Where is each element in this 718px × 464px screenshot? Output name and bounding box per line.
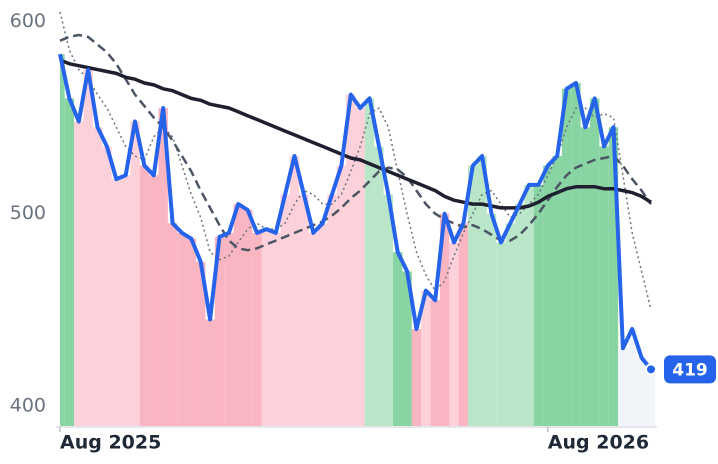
area-column [533,184,544,427]
area-column [83,69,93,428]
area-column [186,238,197,427]
line-series [59,58,652,210]
area-column [167,223,178,427]
area-column [505,223,515,427]
area-column [233,204,243,427]
area-column [599,146,609,427]
area-column [280,194,290,427]
area-column [130,121,140,427]
area-column [336,165,347,428]
area-column [618,348,628,427]
area-column [120,175,131,427]
last-point [645,363,657,376]
area-column [402,271,412,427]
area-column [271,232,281,427]
area-column [327,194,337,427]
area-column [149,175,159,427]
area-column [346,94,356,428]
area-column [261,229,272,427]
area-column [608,127,619,428]
area-column [364,98,375,428]
area-column [205,319,215,427]
area-column [411,328,422,427]
line-series [58,53,653,371]
area-column [636,357,647,427]
last-value-badge [664,355,716,384]
area-column [308,232,318,427]
area-column [196,261,206,427]
area-column [139,165,150,428]
area-column [355,108,365,427]
area-column [317,223,328,427]
area-column [158,108,168,427]
area-column [393,252,403,427]
area-column [468,165,478,428]
area-column [224,232,234,427]
area-column [646,369,655,427]
area-column [524,184,534,427]
x-tick-label: Aug 2026 [548,432,649,454]
y-tick-label: 500 [10,202,46,224]
area-column [477,156,487,427]
area-column [458,223,469,427]
area-column [561,88,572,427]
area-column [571,83,581,427]
area-column [590,98,600,428]
area-column [214,236,225,427]
area-column [383,194,394,427]
area-column [486,213,497,427]
area-column [64,98,75,428]
area-column [102,146,112,427]
area-column [92,127,103,428]
area-column [374,146,384,427]
area-column [242,209,253,427]
area-column [543,165,553,428]
area-column [496,242,506,427]
area-column [74,121,84,427]
last-value-label: 419 [672,360,708,380]
area-column [552,156,562,427]
area-column [289,156,300,427]
area-column [514,204,525,427]
x-tick-label: Aug 2025 [60,432,161,454]
y-tick-label: 600 [10,10,46,32]
area-column [177,232,187,427]
area-column [299,194,309,427]
y-tick-label: 400 [10,394,46,416]
area-column [439,213,450,427]
area-column [60,54,65,428]
area-column [580,127,591,428]
area-column [449,242,459,427]
area-column [627,328,637,427]
area-column [430,300,440,427]
area-column [252,232,262,427]
area-column [111,179,121,427]
area-column [421,290,431,427]
